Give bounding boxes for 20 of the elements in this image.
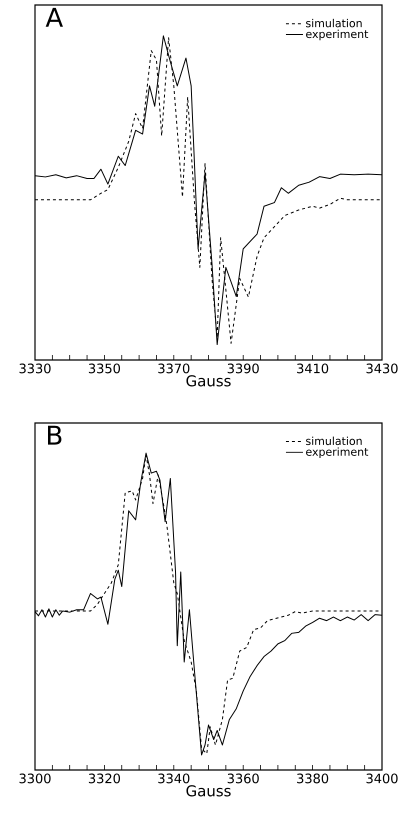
- x-tick-label: 3320: [88, 774, 120, 784]
- legend-label: simulation: [306, 18, 362, 28]
- x-tick-label: 3370: [158, 364, 190, 374]
- x-tick-label: 3300: [20, 774, 51, 784]
- x-tick-label: 3350: [88, 364, 120, 374]
- x-axis-title: Gauss: [186, 375, 231, 386]
- x-tick-label: 3400: [366, 774, 398, 784]
- x-tick-label: 3410: [297, 364, 328, 374]
- x-axis-title: Gauss: [186, 785, 231, 796]
- legend-label: experiment: [306, 447, 368, 458]
- x-tick-label: 3380: [297, 774, 328, 784]
- x-tick-label: 3430: [366, 364, 398, 374]
- x-tick-label: 3340: [158, 774, 190, 784]
- x-tick-label: 3360: [228, 774, 259, 784]
- legend-label: experiment: [306, 30, 368, 40]
- chart-title: B: [48, 426, 62, 445]
- chart-title: A: [46, 8, 63, 27]
- legend-label: simulation: [306, 436, 362, 446]
- x-tick-label: 3330: [20, 364, 51, 374]
- x-tick-label: 3390: [228, 364, 259, 374]
